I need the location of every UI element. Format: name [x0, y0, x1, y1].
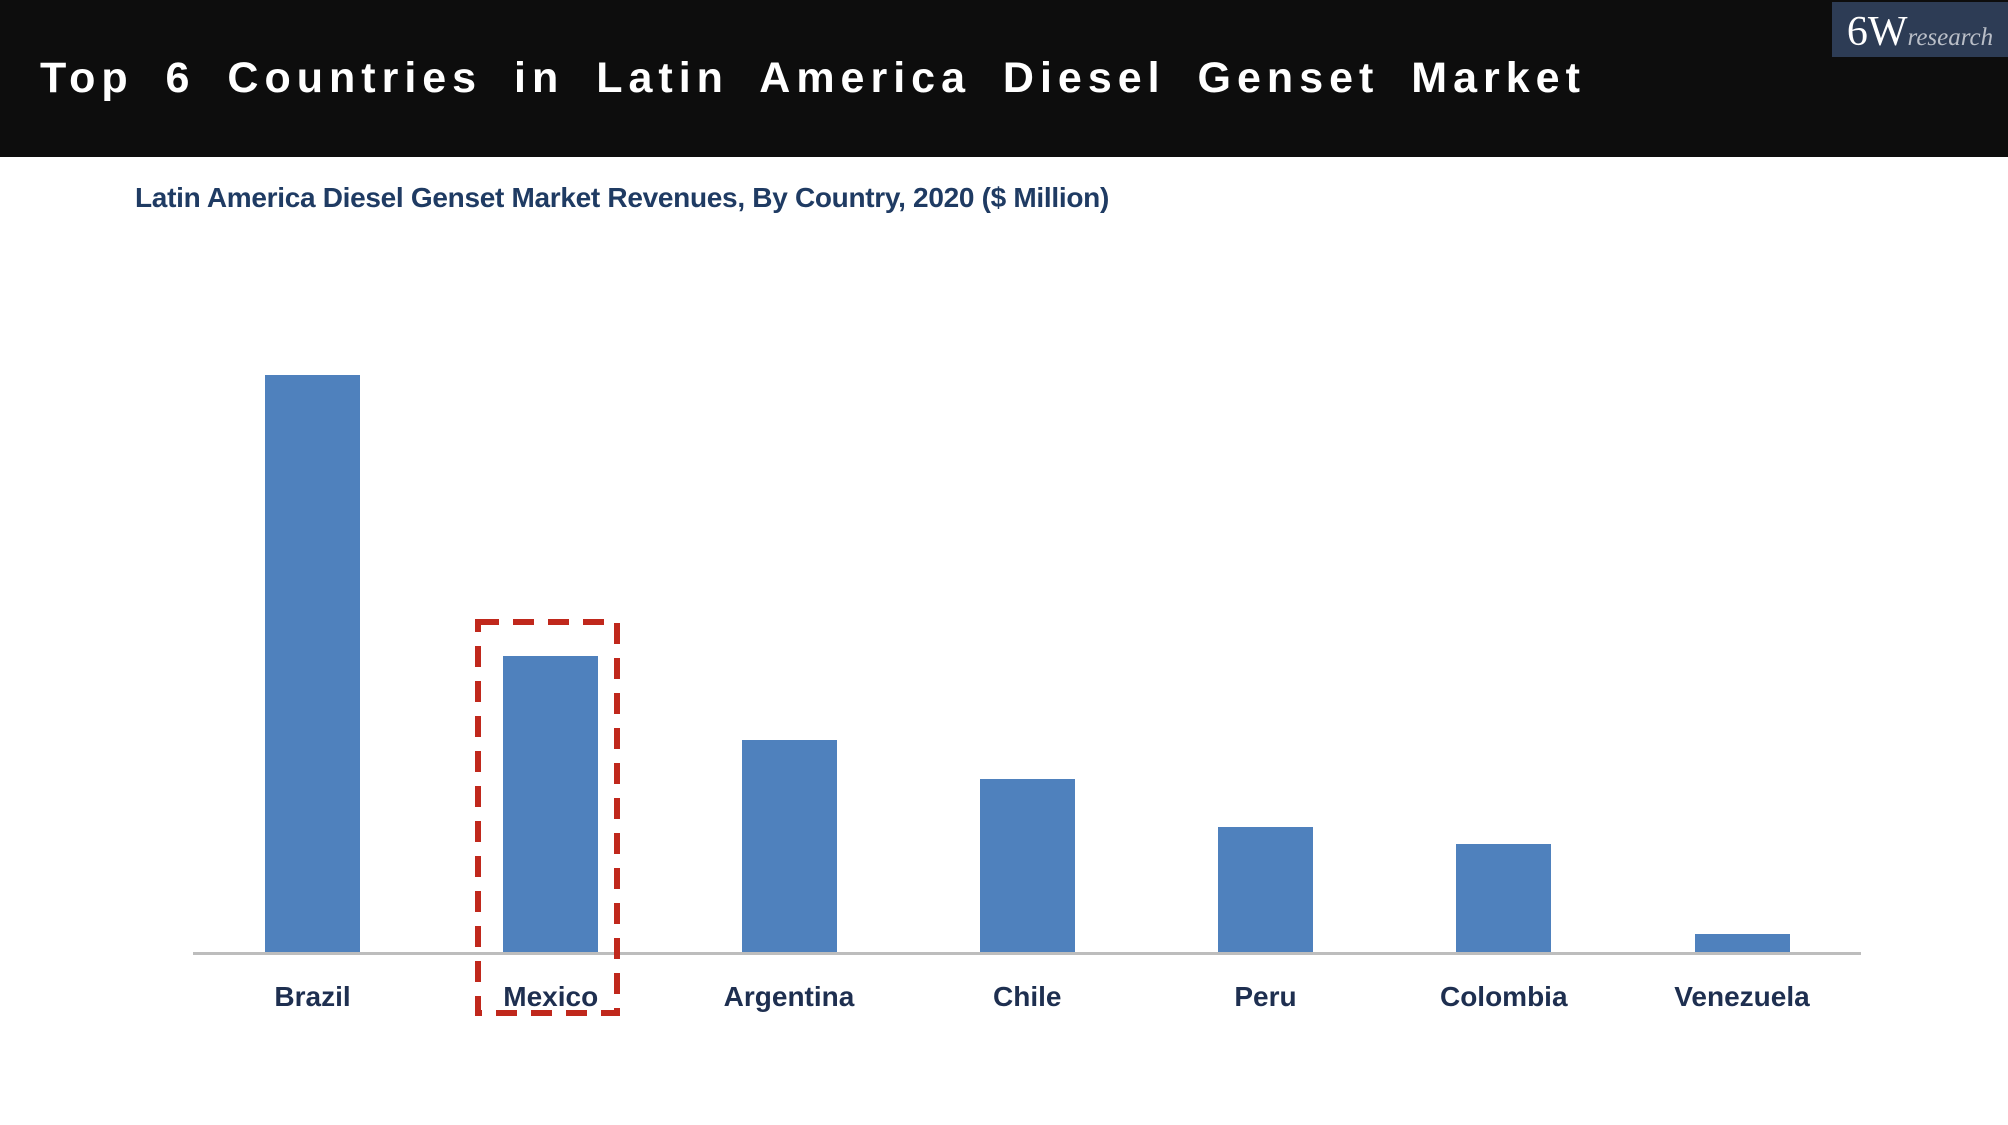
x-axis-line [193, 952, 1861, 955]
bar-colombia [1456, 844, 1552, 954]
x-axis-label-brazil: Brazil [274, 981, 351, 1012]
x-axis-label-mexico: Mexico [503, 981, 599, 1012]
x-axis-label-peru: Peru [1234, 981, 1297, 1012]
bar-chile [979, 779, 1075, 954]
x-axis-label-venezuela: Venezuela [1674, 981, 1810, 1012]
bar-mexico [503, 656, 599, 954]
bar-argentina [741, 740, 837, 954]
logo-research-text: research [1907, 24, 1994, 51]
logo-6w-text: 6W [1846, 9, 1908, 55]
bar-brazil [265, 375, 360, 954]
brand-logo: 6W research [1832, 2, 2008, 57]
x-axis-label-chile: Chile [993, 981, 1062, 1012]
bar-venezuela [1694, 934, 1790, 954]
chart-subtitle: Latin America Diesel Genset Market Reven… [135, 182, 1109, 213]
header-bar: Top 6 Countries in Latin America Diesel … [0, 0, 2008, 157]
bar-peru [1218, 827, 1313, 954]
page-title: Top 6 Countries in Latin America Diesel … [40, 54, 1586, 102]
x-axis-label-colombia: Colombia [1439, 981, 1568, 1012]
x-axis-label-argentina: Argentina [723, 981, 855, 1012]
